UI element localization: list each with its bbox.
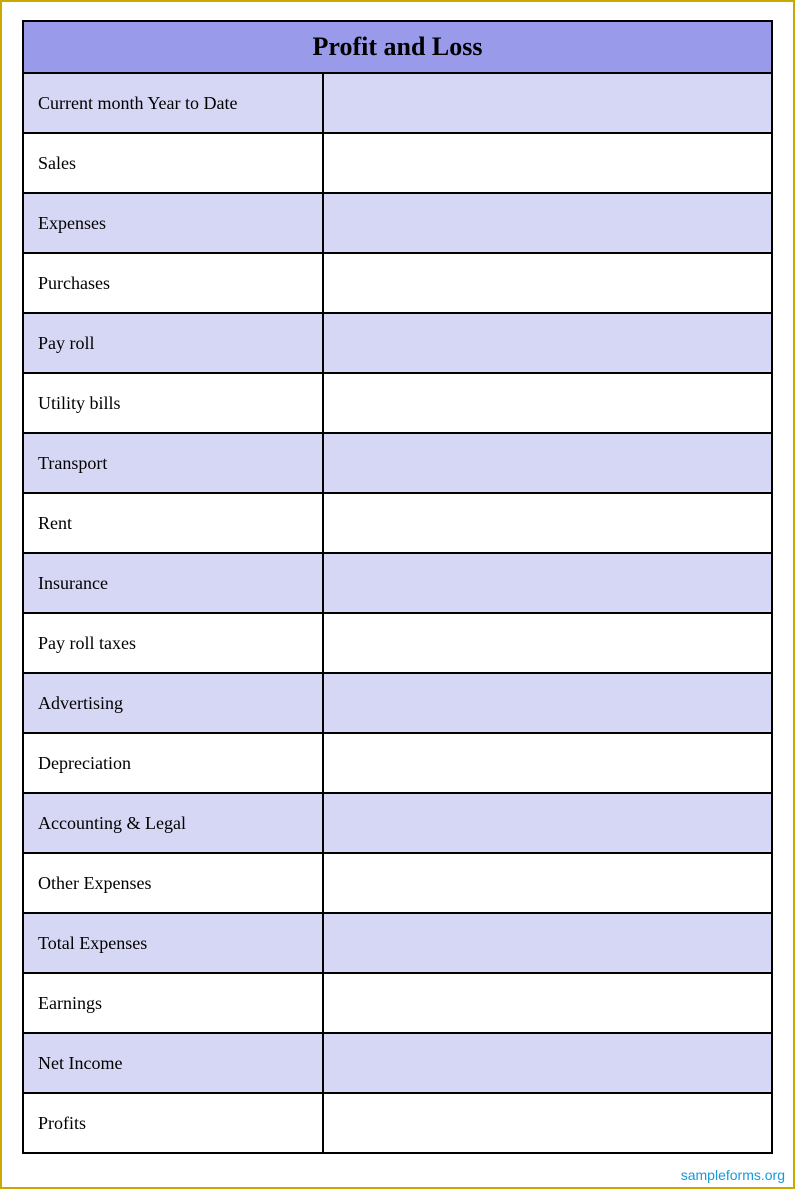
- table-row: Total Expenses: [23, 913, 772, 973]
- table-row: Rent: [23, 493, 772, 553]
- row-label: Pay roll: [23, 313, 323, 373]
- row-label: Other Expenses: [23, 853, 323, 913]
- row-label: Net Income: [23, 1033, 323, 1093]
- table-row: Expenses: [23, 193, 772, 253]
- row-label: Accounting & Legal: [23, 793, 323, 853]
- row-label: Profits: [23, 1093, 323, 1153]
- row-label: Depreciation: [23, 733, 323, 793]
- row-label: Advertising: [23, 673, 323, 733]
- row-value[interactable]: [323, 493, 772, 553]
- row-label: Current month Year to Date: [23, 73, 323, 133]
- document-frame: Profit and Loss Current month Year to Da…: [0, 0, 795, 1189]
- row-label: Rent: [23, 493, 323, 553]
- row-value[interactable]: [323, 733, 772, 793]
- table-row: Pay roll: [23, 313, 772, 373]
- row-label: Transport: [23, 433, 323, 493]
- document-body: Profit and Loss Current month Year to Da…: [2, 2, 793, 1174]
- row-label: Earnings: [23, 973, 323, 1033]
- row-value[interactable]: [323, 313, 772, 373]
- row-value[interactable]: [323, 433, 772, 493]
- row-label: Expenses: [23, 193, 323, 253]
- table-row: Depreciation: [23, 733, 772, 793]
- table-row: Sales: [23, 133, 772, 193]
- row-value[interactable]: [323, 133, 772, 193]
- table-row: Current month Year to Date: [23, 73, 772, 133]
- row-value[interactable]: [323, 373, 772, 433]
- table-row: Utility bills: [23, 373, 772, 433]
- row-value[interactable]: [323, 253, 772, 313]
- watermark-text: sampleforms.org: [681, 1167, 785, 1183]
- row-value[interactable]: [323, 553, 772, 613]
- table-row: Other Expenses: [23, 853, 772, 913]
- table-row: Advertising: [23, 673, 772, 733]
- row-value[interactable]: [323, 673, 772, 733]
- table-row: Purchases: [23, 253, 772, 313]
- row-value[interactable]: [323, 913, 772, 973]
- row-value[interactable]: [323, 853, 772, 913]
- row-label: Utility bills: [23, 373, 323, 433]
- row-value[interactable]: [323, 1033, 772, 1093]
- row-label: Pay roll taxes: [23, 613, 323, 673]
- table-row: Accounting & Legal: [23, 793, 772, 853]
- row-label: Sales: [23, 133, 323, 193]
- row-label: Total Expenses: [23, 913, 323, 973]
- table-row: Net Income: [23, 1033, 772, 1093]
- table-title: Profit and Loss: [23, 21, 772, 73]
- row-value[interactable]: [323, 613, 772, 673]
- row-value[interactable]: [323, 973, 772, 1033]
- row-value[interactable]: [323, 73, 772, 133]
- profit-loss-table: Profit and Loss Current month Year to Da…: [22, 20, 773, 1154]
- row-label: Insurance: [23, 553, 323, 613]
- table-row: Insurance: [23, 553, 772, 613]
- table-row: Profits: [23, 1093, 772, 1153]
- row-value[interactable]: [323, 193, 772, 253]
- row-label: Purchases: [23, 253, 323, 313]
- table-row: Pay roll taxes: [23, 613, 772, 673]
- table-row: Earnings: [23, 973, 772, 1033]
- table-row: Transport: [23, 433, 772, 493]
- row-value[interactable]: [323, 1093, 772, 1153]
- row-value[interactable]: [323, 793, 772, 853]
